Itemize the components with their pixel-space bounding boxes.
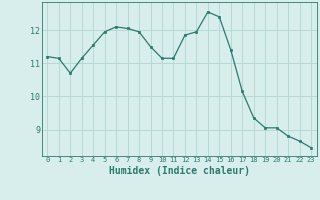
- X-axis label: Humidex (Indice chaleur): Humidex (Indice chaleur): [109, 166, 250, 176]
